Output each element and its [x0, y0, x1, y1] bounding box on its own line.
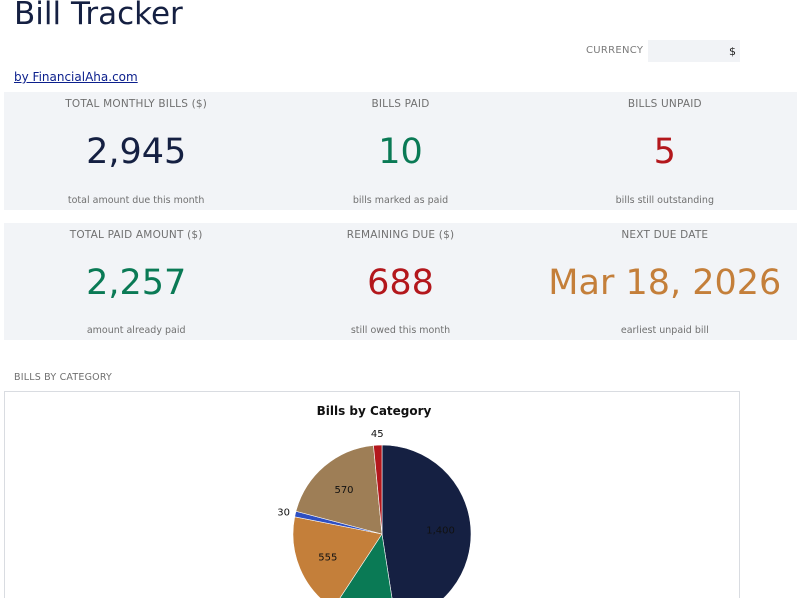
card-label: BILLS UNPAID — [627, 98, 702, 110]
card-label: TOTAL PAID AMOUNT ($) — [69, 229, 203, 241]
card-value: 2,945 — [86, 132, 187, 172]
card-value: 2,257 — [86, 263, 187, 303]
chart-title: Bills by Category — [317, 404, 432, 418]
card-value: 688 — [367, 263, 434, 303]
pie-slice — [292, 516, 383, 598]
card-total-paid-amount: TOTAL PAID AMOUNT ($) 2,257 amount alrea… — [4, 223, 268, 340]
pie-slice — [381, 444, 472, 598]
card-bills-paid: BILLS PAID 10 bills marked as paid — [268, 92, 532, 210]
pie-slice-label: 555 — [318, 553, 337, 564]
pie-slice-label: 45 — [371, 429, 384, 440]
card-note: bills still outstanding — [615, 195, 714, 206]
chart-section-heading: BILLS BY CATEGORY — [14, 372, 113, 383]
byline-link[interactable]: by FinancialAha.com — [14, 70, 138, 84]
summary-row-bottom: TOTAL PAID AMOUNT ($) 2,257 amount alrea… — [4, 223, 797, 340]
card-note: bills marked as paid — [352, 195, 449, 206]
card-value: 10 — [378, 132, 423, 172]
pie-slices — [292, 444, 472, 598]
card-next-due-date: NEXT DUE DATE Mar 18, 2026 earliest unpa… — [533, 223, 797, 340]
pie-slice-label: 30 — [277, 507, 290, 518]
pie-slice-label: 1,400 — [426, 526, 455, 537]
card-label: REMAINING DUE ($) — [346, 229, 455, 241]
summary-row-top: TOTAL MONTHLY BILLS ($) 2,945 total amou… — [4, 92, 797, 210]
card-label: TOTAL MONTHLY BILLS ($) — [65, 98, 208, 110]
pie-chart: Bills by Category 1,400 555 30 570 45 — [277, 404, 472, 598]
card-remaining-due: REMAINING DUE ($) 688 still owed this mo… — [268, 223, 532, 340]
card-label: BILLS PAID — [371, 98, 430, 110]
pie-slice — [295, 445, 383, 535]
chart-panel: Bills by Category 1,400 555 30 570 45 — [4, 391, 740, 598]
currency-label: CURRENCY — [586, 45, 644, 56]
card-total-monthly-bills: TOTAL MONTHLY BILLS ($) 2,945 total amou… — [4, 92, 268, 210]
currency-input[interactable] — [648, 40, 740, 62]
card-note: earliest unpaid bill — [620, 325, 709, 336]
card-note: still owed this month — [350, 325, 451, 336]
card-bills-unpaid: BILLS UNPAID 5 bills still outstanding — [533, 92, 797, 210]
card-value: 5 — [653, 132, 676, 172]
pie-slice — [373, 444, 383, 535]
pie-labels: 1,400 555 30 570 45 — [277, 429, 455, 564]
page-title: Bill Tracker — [14, 0, 183, 32]
card-note: amount already paid — [86, 325, 186, 336]
pie-slice-label: 570 — [334, 485, 353, 496]
pie-slice — [339, 533, 393, 598]
card-label: NEXT DUE DATE — [621, 229, 709, 241]
card-note: total amount due this month — [67, 195, 205, 206]
card-value: Mar 18, 2026 — [548, 263, 782, 303]
